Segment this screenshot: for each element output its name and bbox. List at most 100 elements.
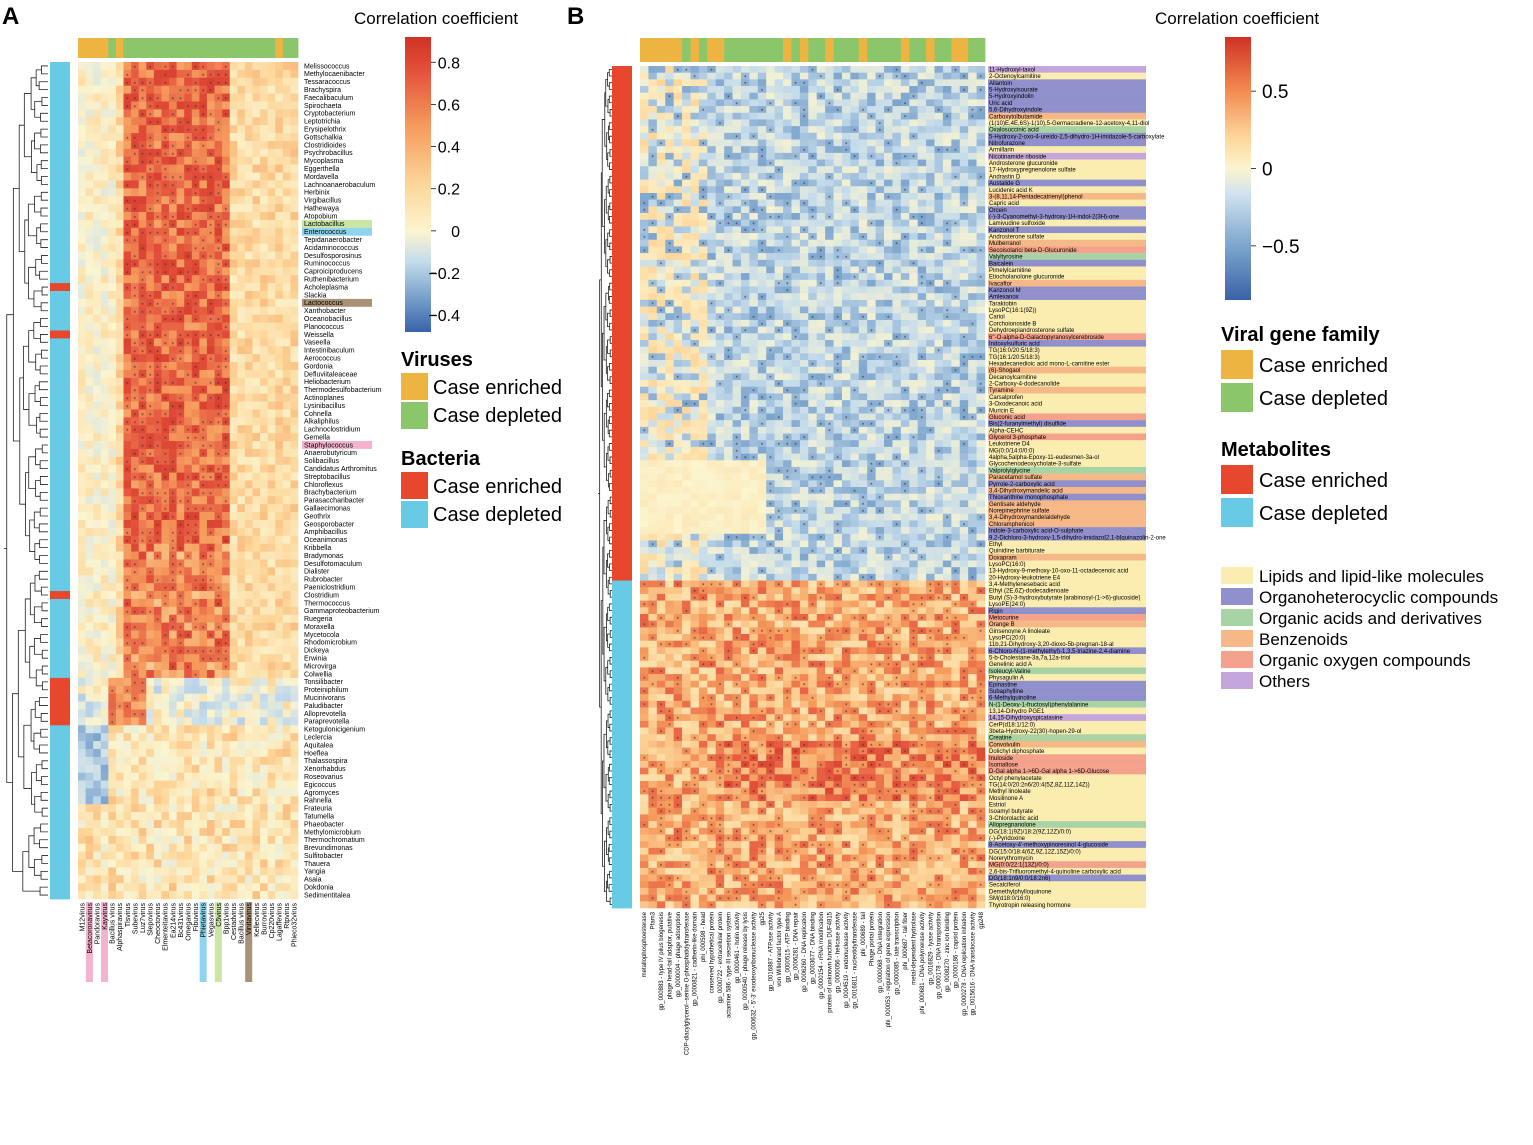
- heatmap-cell: [206, 322, 215, 331]
- significance-mark: *: [172, 144, 175, 150]
- heatmap-cell: [275, 788, 284, 797]
- heatmap-cell: [656, 112, 666, 120]
- heatmap-cell: [146, 393, 155, 402]
- heatmap-cell: [267, 693, 276, 702]
- significance-mark: *: [194, 429, 197, 435]
- heatmap-cell: [199, 796, 208, 805]
- significance-mark: *: [210, 476, 213, 482]
- heatmap-cell: [282, 346, 291, 355]
- significance-mark: *: [172, 460, 175, 466]
- heatmap-cell: [131, 559, 139, 568]
- heatmap-cell: [282, 843, 291, 852]
- significance-mark: *: [134, 105, 137, 111]
- heatmap-cell: [237, 275, 246, 284]
- heatmap-cell: [199, 125, 208, 134]
- heatmap-a: * * * * * * ** * * * * * ** * * * * * * * ** * * * * * ** * * * * * * * **…: [78, 62, 299, 900]
- significance-mark: *: [225, 81, 228, 87]
- heatmap-cell: [222, 425, 231, 434]
- significance-mark: *: [179, 334, 182, 340]
- heatmap-cell: [934, 92, 944, 100]
- heatmap-cell: [244, 843, 253, 852]
- significance-mark: *: [172, 184, 175, 190]
- heatmap-cell: [244, 859, 253, 868]
- heatmap-cell: [191, 306, 200, 315]
- row-label: Methylocaenibacter: [304, 71, 365, 78]
- heatmap-cell: [108, 567, 117, 576]
- heatmap-cell: [123, 212, 132, 221]
- heatmap-cell: [184, 575, 193, 584]
- significance-mark: *: [210, 255, 213, 261]
- heatmap-cell: [169, 883, 177, 892]
- heatmap-cell: [244, 156, 253, 165]
- dendrogram-branch: [39, 476, 48, 485]
- heatmap-cell: [115, 835, 124, 845]
- heatmap-cell: [146, 433, 155, 442]
- heatmap-cell: [229, 101, 238, 110]
- significance-mark: *: [187, 610, 190, 616]
- heatmap-cell: [214, 377, 223, 387]
- significance-mark: *: [134, 539, 137, 545]
- heatmap-cell: [153, 448, 162, 458]
- heatmap-cell: [237, 741, 246, 750]
- heatmap-cell: [222, 354, 231, 363]
- heatmap-cell: [108, 606, 117, 616]
- row-group-cell: [50, 338, 70, 347]
- heatmap-cell: [237, 567, 246, 576]
- heatmap-cell: [169, 701, 177, 710]
- heatmap-cell: [275, 843, 284, 852]
- heatmap-cell: [85, 164, 94, 173]
- dendrogram-branch: [31, 772, 37, 805]
- heatmap-cell: [184, 527, 193, 537]
- heatmap-cell: [123, 551, 132, 560]
- colorbar-title-a: Correlation coefficient: [354, 9, 518, 28]
- heatmap-cell: [951, 79, 961, 87]
- heatmap-cell: [290, 156, 299, 165]
- heatmap-cell: [184, 772, 193, 781]
- heatmap-cell: [656, 119, 666, 127]
- heatmap-cell: [176, 646, 185, 655]
- heatmap-cell: [108, 409, 117, 418]
- heatmap-cell: [715, 132, 725, 140]
- significance-mark: *: [217, 587, 220, 593]
- heatmap-cell: [290, 148, 299, 158]
- heatmap-cell: [138, 377, 147, 387]
- heatmap-cell: [199, 701, 208, 710]
- heatmap-cell: [267, 891, 276, 900]
- heatmap-cell: [85, 701, 94, 710]
- heatmap-cell: [115, 251, 124, 260]
- heatmap-cell: [244, 148, 253, 158]
- heatmap-cell: [153, 788, 162, 797]
- column-group-cell: [78, 38, 86, 58]
- heatmap-cell: [214, 62, 223, 71]
- heatmap-cell: [123, 298, 132, 308]
- heatmap-cell: [229, 251, 238, 260]
- significance-mark: *: [134, 413, 137, 419]
- heatmap-cell: [214, 883, 223, 892]
- heatmap-cell: [757, 66, 767, 73]
- heatmap-cell: [100, 188, 109, 197]
- heatmap-cell: [229, 298, 238, 308]
- heatmap-cell: [749, 66, 759, 73]
- heatmap-cell: [959, 66, 969, 73]
- row-group-cell: [612, 179, 632, 187]
- heatmap-cell: [808, 139, 818, 147]
- heatmap-cell: [138, 133, 147, 142]
- heatmap-cell: [222, 243, 231, 252]
- heatmap-cell: [191, 812, 200, 821]
- heatmap-cell: [100, 148, 109, 158]
- heatmap-cell: [206, 796, 215, 805]
- heatmap-cell: [214, 820, 223, 829]
- row-group-cell: [50, 235, 70, 245]
- heatmap-cell: [267, 504, 276, 513]
- heatmap-cell: [123, 772, 132, 781]
- heatmap-cell: [100, 614, 109, 623]
- heatmap-cell: [78, 243, 86, 252]
- heatmap-cell: [93, 441, 102, 450]
- row-group-cell: [50, 662, 70, 671]
- heatmap-cell: [648, 112, 658, 120]
- heatmap-cell: [146, 409, 155, 418]
- dendrogram-branch: [40, 318, 48, 327]
- heatmap-cell: [191, 875, 200, 884]
- significance-mark: *: [202, 429, 205, 435]
- heatmap-cell: [169, 519, 177, 529]
